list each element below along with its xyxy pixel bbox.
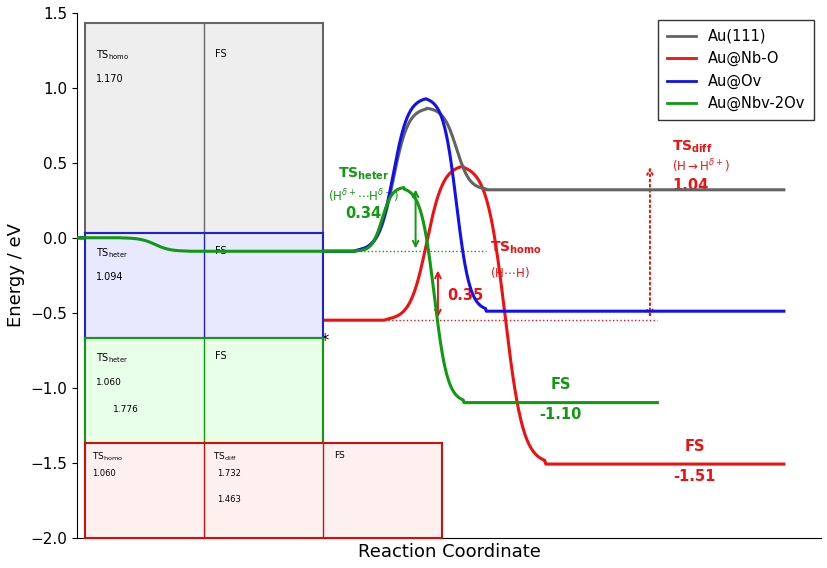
Text: 0.35: 0.35 [447, 288, 483, 303]
Au(111) [184, 248, 194, 254]
Au@Nb-O [778, 461, 788, 467]
Line: Au(111): Au(111) [77, 108, 783, 251]
Au@Nb-O [164, 268, 174, 274]
Au@Nbv-2Ov [455, 395, 465, 402]
Text: -1.10: -1.10 [539, 407, 581, 422]
Text: 1.04: 1.04 [672, 178, 708, 193]
Au@Nbv-2Ov [147, 240, 157, 247]
Text: TS$_{\mathregular{heter}}$: TS$_{\mathregular{heter}}$ [337, 166, 389, 182]
Au@Ov [146, 239, 155, 246]
Au@Nbv-2Ov [166, 247, 176, 253]
Au@Ov [477, 304, 487, 311]
Au@Ov [480, 308, 490, 315]
Text: (H$^{\delta+}$$\cdots$H$^{\delta-}$): (H$^{\delta+}$$\cdots$H$^{\delta-}$) [327, 187, 399, 205]
Text: (H$\cdots$H): (H$\cdots$H) [490, 265, 529, 279]
Au@Nbv-2Ov [124, 235, 134, 241]
Au(111) [72, 235, 82, 241]
Au@Ov [420, 95, 430, 102]
X-axis label: Reaction Coordinate: Reaction Coordinate [357, 543, 540, 561]
Line: Au@Nb-O: Au@Nb-O [77, 166, 783, 464]
Au@Nb-O [128, 237, 138, 244]
Au@Ov [72, 235, 82, 241]
Text: FS: FS [550, 377, 571, 392]
Au(111) [778, 186, 788, 193]
Text: -1.51: -1.51 [672, 469, 715, 483]
Text: 0.34: 0.34 [345, 206, 381, 222]
Au@Nb-O [72, 235, 82, 241]
Au@Nbv-2Ov [146, 239, 155, 246]
Y-axis label: Energy / eV: Energy / eV [7, 223, 25, 327]
Au@Nbv-2Ov [399, 184, 409, 191]
Au(111) [146, 239, 155, 246]
Au@Ov [147, 240, 157, 247]
Text: H$_2$: H$_2$ [136, 207, 157, 227]
Au(111) [421, 105, 431, 112]
Au@Ov [124, 235, 134, 241]
Au(111) [166, 247, 176, 253]
Au@Nb-O [457, 163, 467, 170]
Text: FS: FS [683, 438, 704, 454]
Au(111) [472, 183, 482, 190]
Au(111) [124, 235, 134, 241]
Line: Au@Nbv-2Ov: Au@Nbv-2Ov [77, 187, 657, 403]
Au@Nbv-2Ov [72, 235, 82, 241]
Au@Nbv-2Ov [449, 390, 459, 397]
Au@Nb-O [194, 309, 204, 316]
Au@Ov [778, 308, 788, 315]
Text: TS$_{\mathregular{homo}}$: TS$_{\mathregular{homo}}$ [490, 239, 541, 256]
Au@Ov [166, 247, 176, 253]
Au@Nbv-2Ov [458, 399, 468, 406]
Au@Nb-O [528, 448, 538, 455]
Legend: Au(111), Au@Nb-O, Au@Ov, Au@Nbv-2Ov: Au(111), Au@Nb-O, Au@Ov, Au@Nbv-2Ov [657, 20, 813, 120]
Au@Ov [471, 299, 481, 306]
Au(111) [478, 185, 488, 192]
Au(111) [147, 240, 157, 247]
Text: TS$_{\mathregular{diff}}$: TS$_{\mathregular{diff}}$ [672, 139, 712, 155]
Au@Nb-O [535, 455, 545, 462]
Au@Nbv-2Ov [652, 399, 662, 406]
Au@Nb-O [161, 263, 171, 270]
Text: (H$\rightarrow$H$^{\delta+}$): (H$\rightarrow$H$^{\delta+}$) [672, 157, 729, 175]
Au@Nb-O [540, 461, 550, 467]
Line: Au@Ov: Au@Ov [77, 99, 783, 311]
Text: H$_2$*: H$_2$* [299, 331, 330, 350]
